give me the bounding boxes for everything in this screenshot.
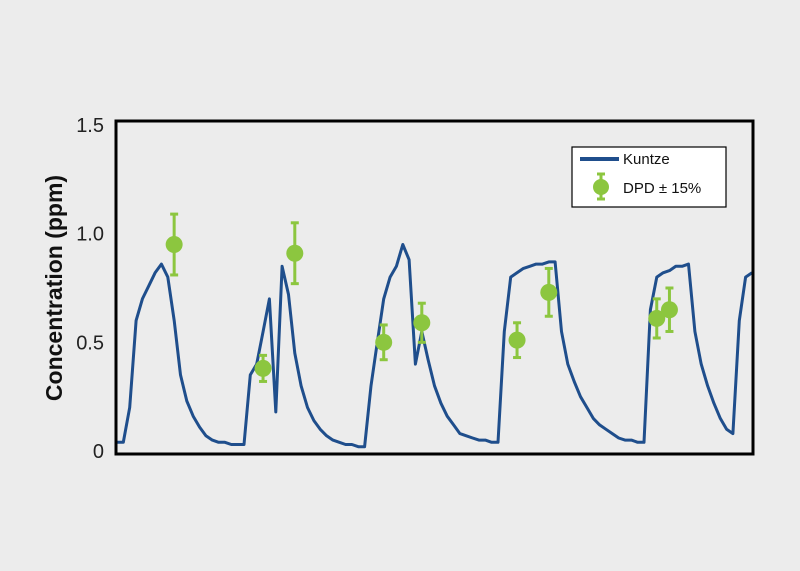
legend-label-dpd: DPD ± 15%: [623, 180, 701, 197]
data-point-dpd: [413, 301, 431, 344]
data-point-dpd: [540, 266, 558, 318]
series-line-kuntze: [117, 243, 753, 449]
plot-frame: [114, 119, 755, 456]
data-point-dpd: [165, 212, 183, 277]
y-tick-label: 1.5: [76, 115, 104, 137]
plot-area: [117, 212, 753, 449]
y-axis-ticks: 0 0.5 1.0 1.5: [76, 115, 104, 463]
data-point-dpd: [660, 286, 678, 333]
legend-point-marker: [593, 172, 609, 201]
data-point-dpd: [254, 353, 272, 383]
y-tick-label: 1.0: [76, 224, 104, 246]
point-marker: [648, 309, 666, 327]
point-marker: [165, 236, 183, 254]
legend-label-kuntze: Kuntze: [623, 151, 670, 168]
point-marker: [508, 331, 526, 349]
y-tick-label: 0.5: [76, 332, 104, 354]
point-marker: [375, 333, 393, 351]
point-marker: [540, 283, 558, 301]
y-tick-label: 0: [93, 441, 104, 463]
data-point-dpd: [375, 323, 393, 362]
point-marker: [286, 244, 304, 262]
data-point-dpd: [508, 321, 526, 360]
data-point-dpd: [648, 297, 666, 340]
data-point-dpd: [286, 221, 304, 286]
y-axis-title: Concentration (ppm): [41, 175, 67, 401]
point-marker: [660, 301, 678, 319]
point-marker: [413, 314, 431, 332]
legend: Kuntze DPD ± 15%: [571, 146, 727, 208]
point-marker: [254, 359, 272, 377]
